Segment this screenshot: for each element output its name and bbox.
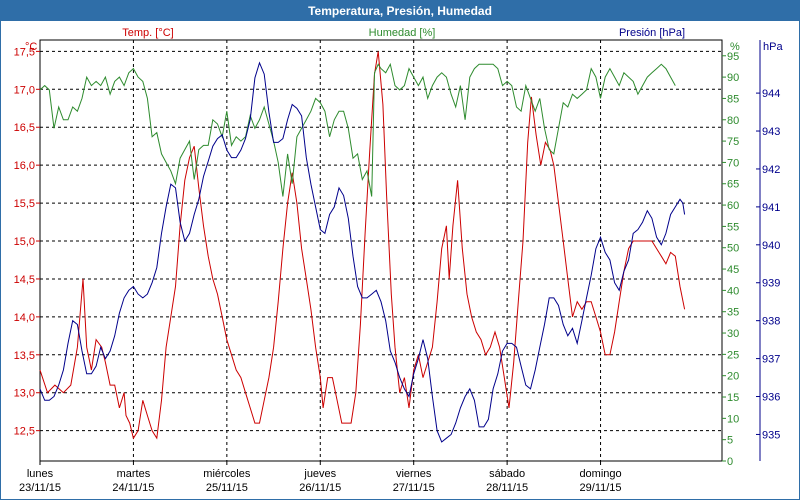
humidity-unit-label: %: [730, 41, 740, 53]
temperature-series-line: [39, 51, 686, 440]
pressure-tick-label: 937: [762, 354, 780, 366]
temp-tick-label: 17,0: [14, 84, 35, 96]
x-tick-label-day: miércoles: [203, 468, 251, 480]
x-tick-label-day: domingo: [579, 468, 621, 480]
pressure-tick-label: 943: [762, 126, 780, 138]
temp-tick-label: 14,0: [14, 312, 35, 324]
x-tick-label-day: viernes: [396, 468, 432, 480]
humidity-tick-label: 25: [727, 349, 739, 361]
humidity-tick-label: 60: [727, 200, 739, 212]
humidity-tick-label: 15: [727, 392, 739, 404]
pressure-tick-label: 938: [762, 316, 780, 328]
temp-tick-label: 15,5: [14, 198, 35, 210]
x-tick-label-day: martes: [117, 468, 151, 480]
temp-unit-label: °C: [25, 41, 37, 53]
humidity-tick-label: 50: [727, 243, 739, 255]
x-tick-label-day: lunes: [27, 468, 54, 480]
humidity-tick-label: 0: [727, 456, 733, 468]
temp-tick-label: 13,5: [14, 350, 35, 362]
humidity-tick-label: 35: [727, 307, 739, 319]
humidity-axis-title: Humedad [%]: [369, 27, 436, 39]
temp-tick-label: 16,5: [14, 122, 35, 134]
humidity-tick-label: 70: [727, 157, 739, 169]
pressure-tick-label: 935: [762, 429, 780, 441]
humidity-tick-label: 75: [727, 136, 739, 148]
x-tick-label-date: 28/11/15: [486, 482, 528, 494]
gridlines: [40, 40, 722, 461]
pressure-axis-title: Presión [hPa]: [619, 27, 685, 39]
temp-tick-label: 17,5: [14, 46, 35, 58]
x-tick-label-date: 29/11/15: [580, 482, 622, 494]
humidity-tick-label: 40: [727, 285, 739, 297]
series-lines: [39, 51, 686, 443]
pressure-tick-label: 941: [762, 202, 780, 214]
humidity-tick-label: 45: [727, 264, 739, 276]
temp-tick-label: 13,0: [14, 388, 35, 400]
x-tick-label-date: 27/11/15: [393, 482, 435, 494]
x-tick-label-day: jueves: [303, 468, 336, 480]
humidity-tick-label: 80: [727, 115, 739, 127]
humidity-tick-label: 65: [727, 179, 739, 191]
pressure-unit-label: hPa: [763, 41, 783, 53]
pressure-tick-label: 942: [762, 164, 780, 176]
pressure-tick-label: 944: [762, 88, 780, 100]
pressure-tick-label: 936: [762, 392, 780, 404]
humidity-tick-label: 30: [727, 328, 739, 340]
humidity-tick-label: 85: [727, 93, 739, 105]
humidity-tick-label: 95: [727, 51, 739, 63]
humidity-tick-label: 90: [727, 72, 739, 84]
plot-area: [39, 39, 723, 462]
pressure-series-line: [39, 61, 686, 443]
temp-tick-label: 12,5: [14, 426, 35, 438]
pressure-tick-label: 939: [762, 278, 780, 290]
x-tick-label-date: 23/11/15: [19, 482, 61, 494]
x-tick-label-date: 24/11/15: [112, 482, 154, 494]
axes: °C Temp. [°C] Humedad [%] Presión [hPa] …: [14, 27, 784, 494]
temp-tick-label: 14,5: [14, 274, 35, 286]
x-tick-label-date: 26/11/15: [299, 482, 341, 494]
temp-axis-title: Temp. [°C]: [122, 27, 173, 39]
humidity-tick-label: 55: [727, 221, 739, 233]
temp-tick-label: 15,0: [14, 236, 35, 248]
temp-tick-label: 16,0: [14, 160, 35, 172]
humidity-series-line: [39, 62, 676, 197]
x-tick-label-day: sábado: [489, 468, 525, 480]
chart-title: Temperatura, Presión, Humedad: [1, 1, 799, 21]
pressure-tick-label: 940: [762, 240, 780, 252]
x-tick-label-date: 25/11/15: [206, 482, 248, 494]
humidity-tick-label: 10: [727, 413, 739, 425]
humidity-tick-label: 5: [727, 435, 733, 447]
humidity-tick-label: 20: [727, 371, 739, 383]
